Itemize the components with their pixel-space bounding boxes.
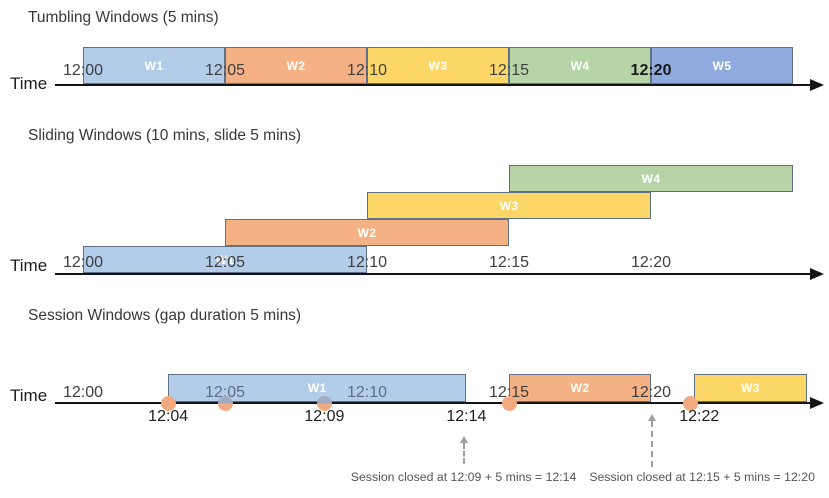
window-label: W2 [570,381,590,395]
time-axis-arrowhead [810,268,824,280]
callout-arrow-head [459,436,468,443]
time-axis-arrowhead [810,79,824,91]
window-label: W2 [357,225,377,240]
window-label: W3 [740,381,760,395]
event-time-label: 12:04 [148,408,189,425]
window-tumbling-w1: W1 [83,47,225,84]
window-label: W3 [428,58,448,73]
axis-tick-label: 12:10 [346,384,388,401]
window-sliding-w2: W2 [225,219,509,246]
window-sliding-w4: W4 [509,165,793,192]
window-tumbling-w3: W3 [367,47,509,84]
window-session-w2: W2 [509,374,651,402]
window-label: W1 [144,58,164,73]
axis-tick-label: 12:10 [346,62,388,79]
time-axis-line [55,402,812,404]
window-sliding-w3: W3 [367,192,651,219]
event-dot [160,395,176,411]
event-dot [217,395,233,411]
window-label: W4 [641,171,661,186]
section-title: Session Windows (gap duration 5 mins) [28,307,302,324]
time-axis-line [55,273,812,275]
time-axis-line [55,84,812,86]
event-time-label: 12:14 [446,408,487,425]
window-tumbling-w5: W5 [651,47,793,84]
time-axis-title: Time [10,386,48,405]
axis-tick-label: 12:15 [488,254,530,271]
section-title: Sliding Windows (10 mins, slide 5 mins) [28,127,302,144]
axis-tick-label: 12:20 [630,254,672,271]
axis-tick-label: 12:15 [488,384,530,401]
axis-tick-label: 12:20 [630,384,672,401]
callout-dashed-arrow [651,421,654,467]
callout-arrow-head [648,414,657,421]
callout-text: Session closed at 12:09 + 5 mins = 12:14 [350,470,577,484]
window-label: W3 [499,198,519,213]
window-label: W5 [712,58,732,73]
callout-dashed-arrow [462,443,465,464]
event-dot [501,395,517,411]
axis-tick-label: 12:15 [488,62,530,79]
axis-tick-label: 12:05 [204,384,246,401]
time-axis-title: Time [10,256,48,275]
window-label: W1 [307,381,327,395]
window-session-w1: W1 [168,374,467,402]
window-session-w3: W3 [693,374,808,402]
event-dot [683,395,699,411]
time-axis-title: Time [10,74,48,93]
time-axis-arrowhead [810,397,824,409]
axis-tick-label: 12:10 [346,254,388,271]
event-time-label: 12:22 [679,408,720,425]
axis-tick-label: 12:05 [204,62,246,79]
axis-tick-label: 12:00 [62,384,104,401]
axis-tick-label: 12:00 [62,62,104,79]
window-label: W4 [570,58,590,73]
window-tumbling-w2: W2 [225,47,367,84]
window-tumbling-w4: W4 [509,47,651,84]
event-dot [316,395,332,411]
window-label: W1 [215,252,235,267]
axis-tick-label: 12:05 [204,254,246,271]
event-time-label: 12:09 [304,408,345,425]
section-title: Tumbling Windows (5 mins) [28,9,219,26]
axis-tick-label: 12:20 [630,62,672,79]
window-sliding-w1: W1 [83,246,367,273]
callout-text: Session closed at 12:15 + 5 mins = 12:20 [589,470,815,484]
window-label: W2 [286,58,306,73]
axis-tick-label: 12:00 [62,254,104,271]
